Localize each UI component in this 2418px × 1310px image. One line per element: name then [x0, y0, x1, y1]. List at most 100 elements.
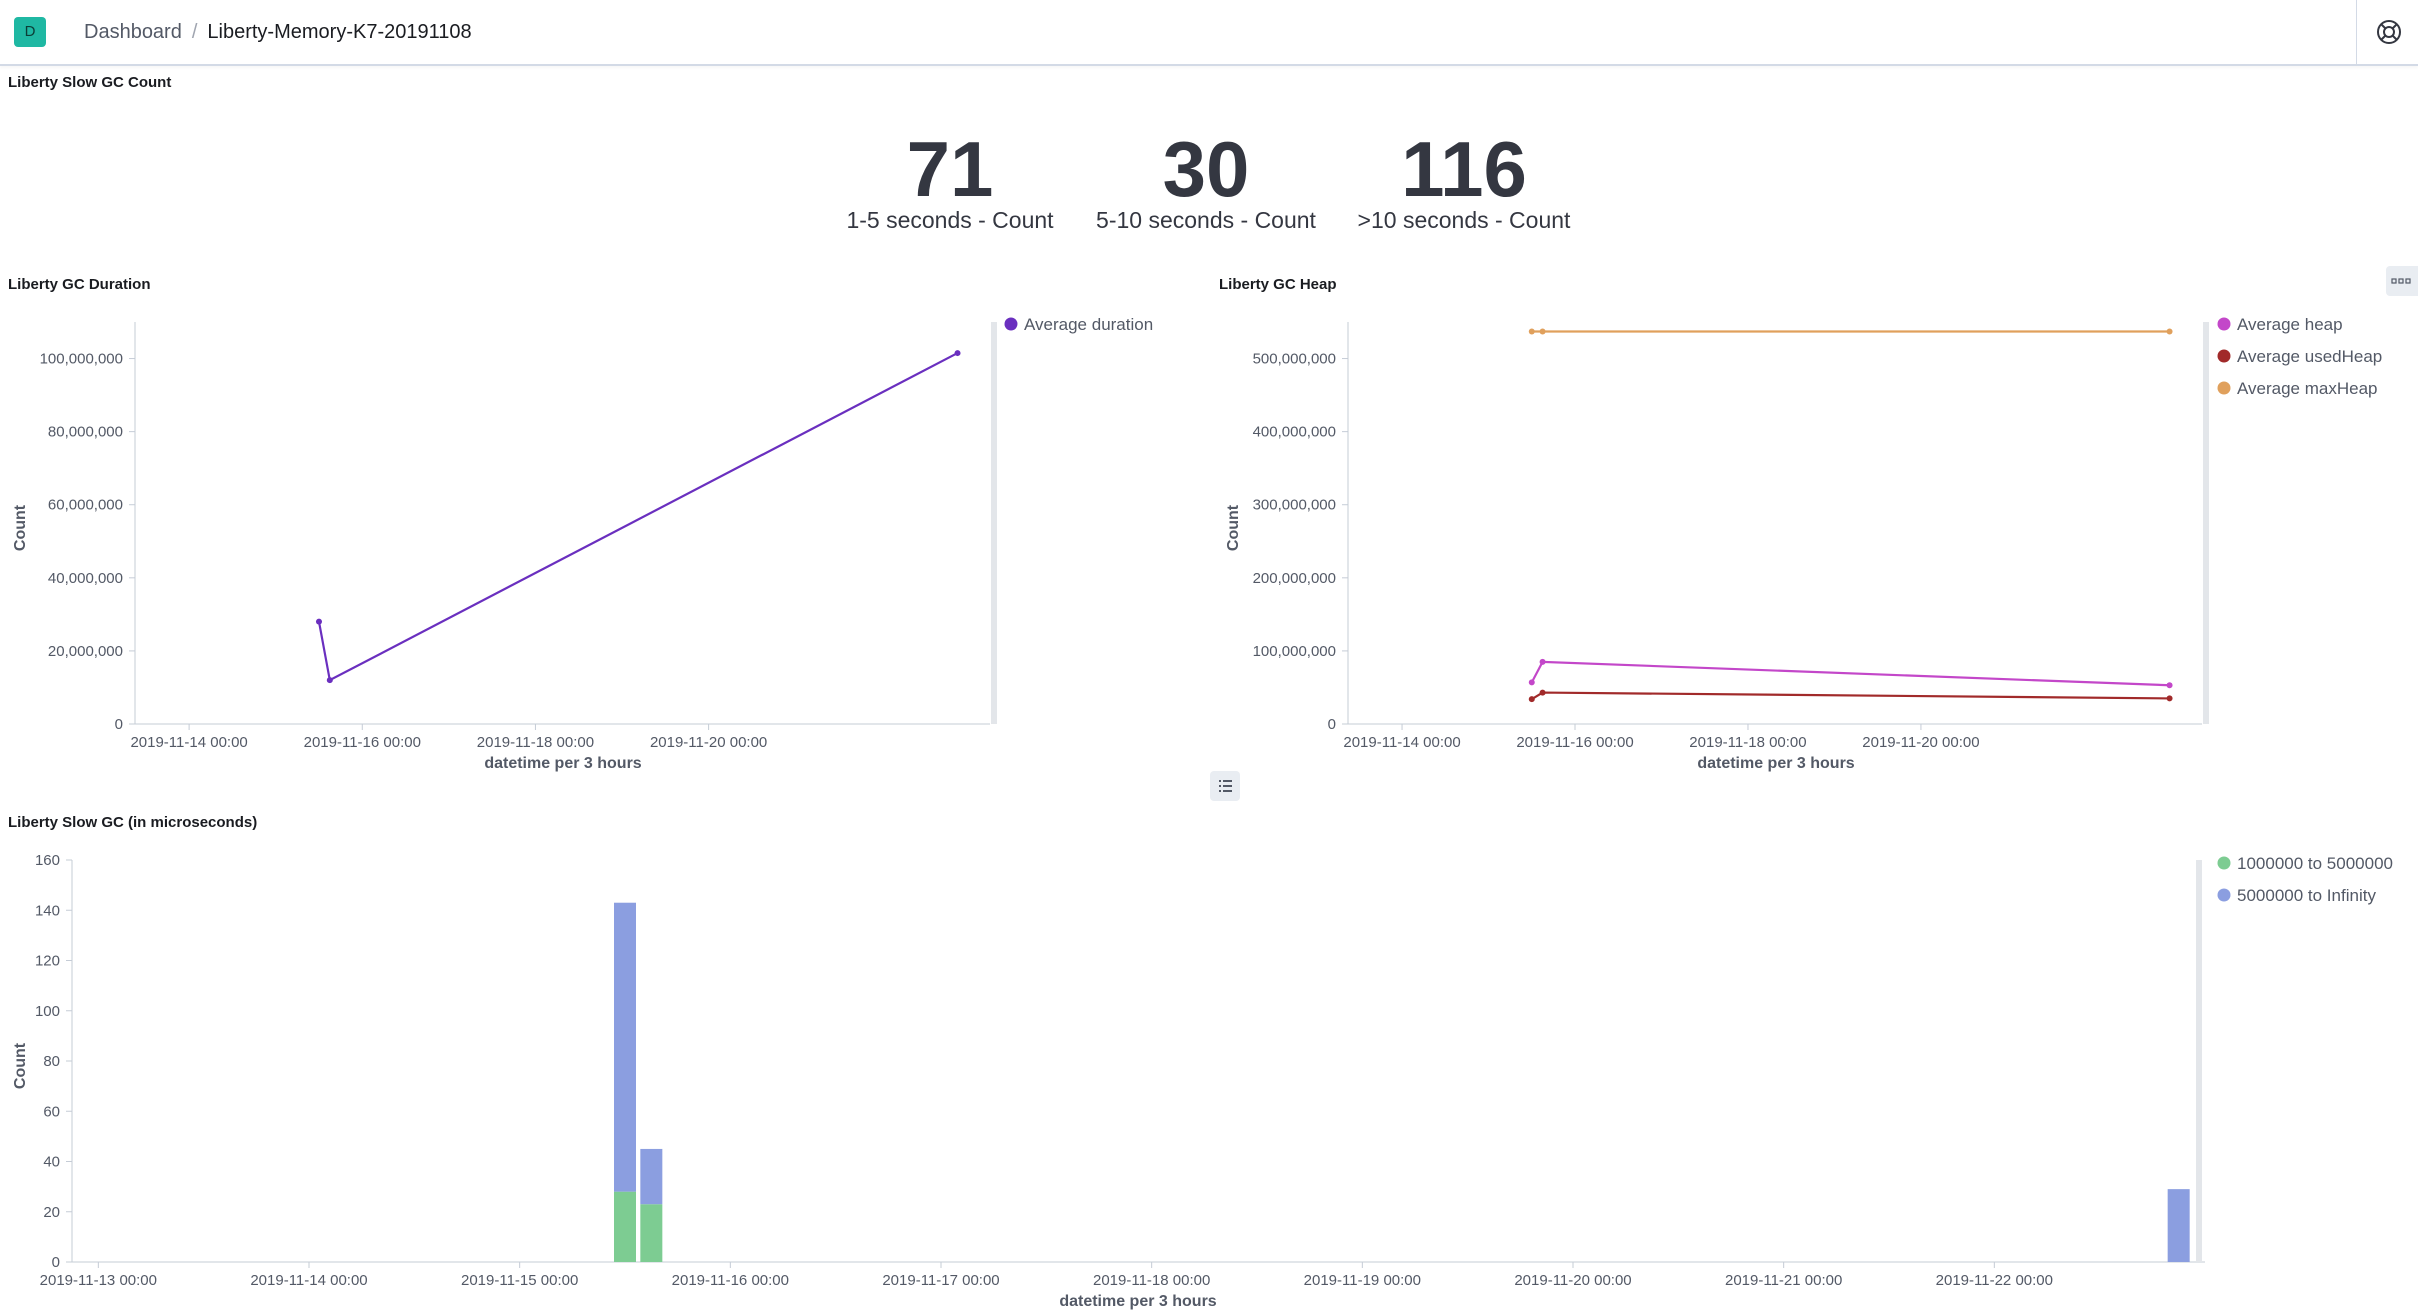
- ellipsis-icon: [2391, 278, 2411, 284]
- metric-value: 30: [1162, 125, 1250, 213]
- legend-label: 1000000 to 5000000: [2237, 854, 2393, 873]
- y-tick-label: 120: [35, 953, 60, 970]
- legend-label: Average usedHeap: [2237, 347, 2382, 366]
- metric-label: 1-5 seconds - Count: [846, 207, 1054, 233]
- x-tick-label: 2019-11-19 00:00: [1304, 1272, 1421, 1289]
- x-tick-label: 2019-11-14 00:00: [250, 1272, 367, 1289]
- x-tick-label: 2019-11-16 00:00: [672, 1272, 789, 1289]
- legend-label: Average maxHeap: [2237, 379, 2378, 398]
- chart-2: 0 20 40 60 80 100 120 140 160 2019-11-13 00:00 201…: [12, 852, 2393, 1310]
- legend-label: Average heap: [2237, 315, 2343, 334]
- y-tick-label: 300,000,000: [1253, 497, 1336, 514]
- y-axis-title: Count: [1225, 504, 1242, 551]
- toggle-legend-button[interactable]: [1210, 771, 1240, 801]
- breadcrumb-dashboard-link[interactable]: Dashboard: [84, 21, 182, 43]
- legend-label: Average duration: [1024, 315, 1153, 334]
- series-line: [317, 352, 959, 682]
- y-tick-label: 60,000,000: [48, 497, 123, 514]
- y-tick-label: 140: [35, 902, 60, 919]
- legend-swatch: [2217, 381, 2231, 395]
- y-tick-label: 40: [43, 1154, 60, 1171]
- y-tick-label: 80: [43, 1053, 60, 1070]
- data-point: [315, 618, 322, 625]
- x-tick-label: 2019-11-17 00:00: [882, 1272, 999, 1289]
- breadcrumb: Dashboard / Liberty-Memory-K7-20191108: [84, 20, 472, 44]
- series-line: [1530, 660, 2170, 687]
- y-tick-label: 500,000,000: [1253, 351, 1336, 368]
- x-tick-label: 2019-11-21 00:00: [1725, 1272, 1842, 1289]
- app-logo-badge[interactable]: D: [14, 17, 46, 47]
- y-tick-label: 20,000,000: [48, 643, 123, 660]
- data-point: [1528, 696, 1535, 703]
- legend-item[interactable]: Average maxHeap: [2217, 379, 2378, 398]
- y-tick-label: 20: [43, 1204, 60, 1221]
- metric-1-5-seconds: 71 1-5 seconds - Count: [820, 128, 1080, 234]
- y-axis-title: Count: [12, 1042, 29, 1089]
- data-point: [1539, 689, 1546, 696]
- panel-title-slow-gc-microseconds: Liberty Slow GC (in microseconds): [8, 814, 258, 831]
- metric-value: 116: [1401, 125, 1527, 213]
- data-point: [954, 350, 961, 357]
- topbar-divider: [2356, 0, 2357, 64]
- y-tick-label: 80,000,000: [48, 424, 123, 441]
- metric-value: 71: [906, 125, 994, 213]
- legend-item[interactable]: Average duration: [1004, 315, 1154, 334]
- chart-0: 0 20,000,000 40,000,000 60,000,000 80,000,00…: [12, 315, 1153, 772]
- help-button[interactable]: [2374, 17, 2404, 47]
- bar-segment: [614, 1191, 636, 1262]
- data-point: [2166, 328, 2173, 335]
- x-tick-label: 2019-11-16 00:00: [1516, 734, 1633, 751]
- plot-edge-bar: [2196, 860, 2202, 1262]
- y-tick-label: 100: [35, 1003, 60, 1020]
- x-tick-label: 2019-11-18 00:00: [477, 734, 594, 751]
- data-point: [326, 677, 333, 684]
- y-tick-label: 60: [43, 1103, 60, 1120]
- panel-options-button[interactable]: [2386, 266, 2418, 296]
- y-tick-label: 0: [115, 716, 123, 733]
- legend-item[interactable]: Average heap: [2217, 315, 2343, 334]
- list-icon: [1219, 780, 1232, 792]
- y-tick-label: 200,000,000: [1253, 570, 1336, 587]
- top-nav-bar: D Dashboard / Liberty-Memory-K7-20191108: [0, 0, 2418, 66]
- data-point: [2166, 695, 2173, 702]
- data-point: [2166, 682, 2173, 689]
- legend-swatch: [2217, 888, 2231, 902]
- y-tick-label: 0: [1328, 716, 1336, 733]
- plot-edge-bar: [991, 322, 997, 724]
- series-line: [1531, 691, 2170, 701]
- x-tick-label: 2019-11-18 00:00: [1093, 1272, 1210, 1289]
- legend-swatch: [2217, 349, 2231, 363]
- legend-swatch: [2217, 317, 2231, 331]
- metric-over-10-seconds: 116 >10 seconds - Count: [1334, 128, 1594, 234]
- x-tick-label: 2019-11-14 00:00: [130, 734, 247, 751]
- x-tick-label: 2019-11-13 00:00: [40, 1272, 157, 1289]
- data-point: [1528, 328, 1535, 335]
- y-tick-label: 400,000,000: [1253, 424, 1336, 441]
- metric-label: 5-10 seconds - Count: [1096, 207, 1316, 233]
- bar-segment: [614, 902, 636, 1192]
- x-axis-title: datetime per 3 hours: [1697, 755, 1854, 772]
- breadcrumb-current-page: Liberty-Memory-K7-20191108: [207, 21, 472, 43]
- legend-item[interactable]: Average usedHeap: [2217, 347, 2383, 366]
- x-tick-label: 2019-11-16 00:00: [304, 734, 421, 751]
- bar-segment: [640, 1204, 663, 1262]
- data-point: [1539, 658, 1546, 665]
- y-tick-label: 100,000,000: [1253, 643, 1336, 660]
- y-tick-label: 0: [52, 1254, 60, 1271]
- x-tick-label: 2019-11-18 00:00: [1689, 734, 1806, 751]
- legend-item[interactable]: 1000000 to 5000000: [2217, 854, 2394, 873]
- legend-swatch: [2217, 856, 2231, 870]
- metric-label: >10 seconds - Count: [1357, 207, 1571, 233]
- legend-item[interactable]: 5000000 to Infinity: [2217, 886, 2377, 905]
- data-point: [1528, 679, 1535, 686]
- panel-title-slow-gc-count: Liberty Slow GC Count: [8, 74, 172, 91]
- plot-edge-bar: [2203, 322, 2209, 724]
- x-tick-label: 2019-11-20 00:00: [650, 734, 767, 751]
- x-tick-label: 2019-11-22 00:00: [1936, 1272, 2053, 1289]
- y-tick-label: 40,000,000: [48, 570, 123, 587]
- panel-title-gc-duration: Liberty GC Duration: [8, 276, 151, 293]
- y-axis-title: Count: [12, 504, 29, 551]
- chart-1: 0 100,000,000 200,000,000 300,000,000 400,00…: [1225, 315, 2382, 772]
- panel-title-gc-heap: Liberty GC Heap: [1219, 276, 1337, 293]
